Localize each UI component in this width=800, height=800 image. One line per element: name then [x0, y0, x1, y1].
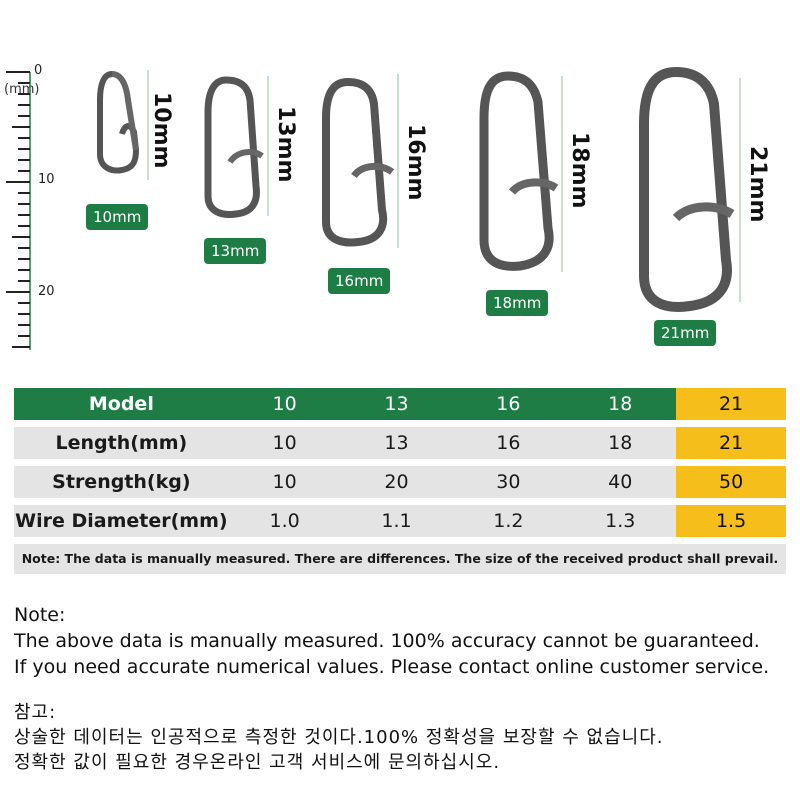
size-tag-10mm: 10mm — [86, 204, 149, 230]
clip-10-dimension: 10mm — [149, 92, 174, 169]
table-cell-highlight: 50 — [676, 466, 787, 498]
table-row: Strength(kg) 10 20 30 40 50 — [14, 466, 787, 498]
table-cell: 30 — [496, 471, 521, 493]
table-row: Wire Diameter(mm) 1.0 1.1 1.2 1.3 1.5 — [14, 505, 787, 537]
note-title-kr: 참고: — [14, 702, 57, 723]
clip-21-dimension: 21mm — [745, 146, 770, 223]
table-row-header: Strength(kg) — [52, 471, 191, 493]
snap-clip-13mm-icon — [204, 76, 269, 218]
clip-13-dimension: 13mm — [273, 106, 298, 183]
table-cell-highlight: 21 — [676, 427, 787, 459]
table-cell: 1.3 — [605, 510, 636, 532]
spec-table: Model 10 13 16 18 21 Length(mm) 10 13 16… — [14, 388, 787, 544]
ruler-label-20: 20 — [38, 284, 55, 299]
table-cell: 13 — [384, 432, 409, 454]
clip-16-dimension: 16mm — [403, 124, 428, 201]
size-tag-16mm: 16mm — [328, 268, 391, 294]
table-cell: 18 — [608, 393, 633, 415]
note-line-kr-2: 정확한 값이 필요한 경우온라인 고객 서비스에 문의하십시오. — [14, 752, 501, 773]
table-row-header: Length(mm) — [55, 432, 188, 454]
table-row-header: Wire Diameter(mm) — [15, 510, 228, 532]
snap-clip-18mm-icon — [479, 71, 563, 272]
note-title-en: Note: — [14, 604, 66, 626]
table-cell: 1.0 — [269, 510, 300, 532]
note-line-kr-1: 상술한 데이터는 인공적으로 측정한 것이다.100% 정확성을 보장할 수 없… — [14, 727, 664, 748]
table-header-row: Model 10 13 16 18 21 — [14, 388, 787, 420]
snap-clip-10mm-icon — [97, 70, 149, 180]
table-cell: 10 — [272, 432, 297, 454]
size-tag-13mm: 13mm — [204, 238, 267, 264]
size-tag-21mm: 21mm — [654, 320, 717, 346]
ruler-label-10: 10 — [38, 172, 55, 187]
note-line-en-2: If you need accurate numerical values. P… — [14, 656, 770, 678]
table-cell: 16 — [496, 393, 521, 415]
size-tag-18mm: 18mm — [486, 290, 549, 316]
table-cell: 20 — [384, 471, 409, 493]
clip-18-dimension: 18mm — [567, 132, 592, 209]
ruler-scale — [6, 71, 31, 350]
snap-clip-16mm-icon — [322, 74, 399, 248]
ruler-label-0: 0 — [34, 63, 43, 78]
table-cell: 40 — [608, 471, 633, 493]
table-row-header: Model — [88, 393, 154, 415]
table-cell: 18 — [608, 432, 633, 454]
table-cell: 1.2 — [493, 510, 524, 532]
table-cell-highlight: 1.5 — [676, 505, 787, 537]
table-cell: 16 — [496, 432, 521, 454]
note-line-en-1: The above data is manually measured. 100… — [14, 630, 760, 652]
table-cell: 13 — [384, 393, 409, 415]
table-cell-highlight: 21 — [676, 388, 787, 420]
table-note: Note: The data is manually measured. The… — [14, 544, 786, 574]
table-cell: 10 — [272, 393, 297, 415]
table-row: Length(mm) 10 13 16 18 21 — [14, 427, 787, 459]
clips-illustration — [97, 66, 741, 312]
snap-clip-21mm-icon — [639, 66, 741, 312]
table-cell: 1.1 — [381, 510, 412, 532]
table-cell: 10 — [272, 471, 297, 493]
